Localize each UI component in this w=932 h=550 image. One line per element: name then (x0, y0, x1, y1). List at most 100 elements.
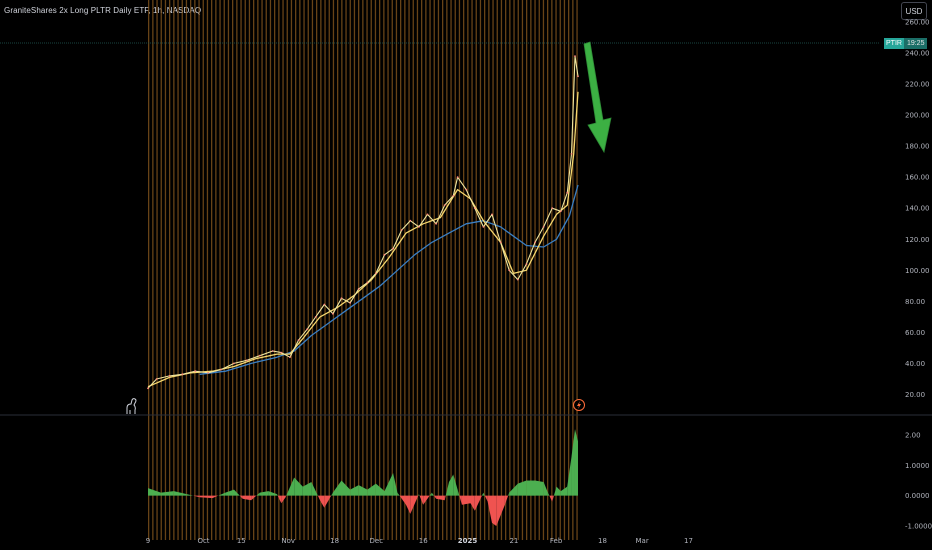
price-axis[interactable]: 260.00 240.00 220.00 200.00 180.00 160.00 140.… (905, 19, 930, 400)
price-point (525, 263, 528, 265)
session-stripe (458, 0, 461, 540)
session-stripe (236, 0, 238, 540)
session-stripe (479, 0, 482, 540)
histogram-segment (449, 474, 454, 496)
session-stripe (194, 0, 196, 540)
histogram-segment (543, 482, 548, 496)
time-tick-label: 2025 (458, 537, 478, 545)
lightning-icon[interactable] (573, 399, 585, 411)
histogram-segment (397, 492, 400, 496)
session-stripe (454, 0, 456, 540)
histogram-segment (302, 482, 312, 496)
histogram-segment (431, 492, 434, 496)
histogram-segment (418, 494, 420, 496)
session-stripes (148, 0, 578, 540)
time-axis[interactable]: 9 Oct 15 Nov 18 Dec 16 2025 21 Feb 18 Mar 17 (146, 537, 693, 545)
session-stripe (227, 0, 230, 540)
histogram-segment (492, 495, 497, 526)
session-stripe (437, 0, 440, 540)
price-tick-label: 80.00 (905, 298, 925, 306)
price-point (435, 222, 437, 225)
time-tick-label: Feb (550, 537, 563, 545)
price-point (574, 55, 576, 57)
session-stripe (202, 0, 204, 540)
session-stripe (269, 0, 272, 540)
session-stripe (185, 0, 188, 540)
histogram-segment (367, 483, 376, 496)
price-point (246, 359, 248, 362)
price-tick-label: 140.00 (905, 205, 930, 213)
histogram-segment (375, 483, 385, 496)
histogram-segment (384, 472, 394, 496)
histogram-segment (277, 495, 282, 504)
histogram-segment (186, 494, 194, 496)
session-stripe (156, 0, 158, 540)
price-point (542, 226, 545, 228)
session-stripe (416, 0, 419, 540)
session-stripe (223, 0, 225, 540)
histogram-segment (286, 477, 295, 496)
histogram-segment (199, 495, 213, 499)
session-stripe (404, 0, 406, 540)
histogram-segment (574, 429, 578, 496)
histogram-segment (556, 486, 561, 496)
session-stripe (240, 0, 242, 540)
histogram-segment (423, 495, 430, 505)
histogram-segment (225, 489, 234, 496)
time-tick-label: 17 (684, 537, 693, 545)
histogram-segment (504, 495, 509, 505)
session-stripe (521, 0, 524, 540)
session-stripe (265, 0, 267, 540)
session-stripe (253, 0, 255, 540)
session-stripe (286, 0, 288, 540)
session-stripe (374, 0, 377, 540)
histogram-segment (358, 485, 368, 496)
session-stripe (345, 0, 347, 540)
session-stripe (169, 0, 171, 540)
price-point (271, 350, 274, 352)
session-stripe (467, 0, 469, 540)
session-stripe (463, 0, 465, 540)
session-stripe (299, 0, 301, 540)
time-tick-label: Dec (370, 537, 384, 545)
histogram-segment (445, 482, 449, 496)
session-stripe (349, 0, 351, 540)
histogram-segment (470, 495, 475, 511)
session-stripe (370, 0, 372, 540)
currency-button[interactable]: USD (901, 2, 927, 20)
histogram-segment (242, 495, 252, 501)
histogram-segment (508, 492, 510, 496)
session-stripe (387, 0, 389, 540)
session-stripe (496, 0, 498, 540)
time-tick-label: 21 (509, 537, 518, 545)
price-tick-label: 120.00 (905, 236, 930, 244)
price-point (482, 226, 485, 228)
histogram-segment (436, 495, 445, 501)
session-stripe (173, 0, 175, 540)
price-tick-label: 200.00 (905, 112, 930, 120)
oscillator-tick-label: 2.00 (905, 432, 921, 440)
price-point (323, 303, 326, 306)
price-point (456, 176, 459, 179)
histogram-segment (350, 485, 359, 496)
session-stripe (383, 0, 385, 540)
price-point (465, 188, 468, 191)
slow-moving-average-line (199, 184, 579, 375)
price-point (383, 253, 386, 256)
price-tick-label: 260.00 (905, 19, 930, 27)
session-stripe (576, 0, 578, 540)
session-stripe (148, 0, 150, 540)
histogram-segment (410, 495, 419, 514)
time-tick-label: 18 (330, 537, 339, 545)
oscillator-histogram (148, 429, 578, 526)
histogram-segment (547, 492, 550, 496)
session-stripe (425, 0, 427, 540)
histogram-segment (483, 492, 485, 496)
price-point (426, 213, 429, 216)
dinosaur-icon[interactable] (126, 398, 137, 414)
session-stripe (278, 0, 280, 540)
oscillator-axis[interactable]: 2.00 1.0000 0.0000 -1.0000 (905, 432, 932, 531)
session-stripe (332, 0, 335, 540)
price-point (443, 204, 446, 207)
